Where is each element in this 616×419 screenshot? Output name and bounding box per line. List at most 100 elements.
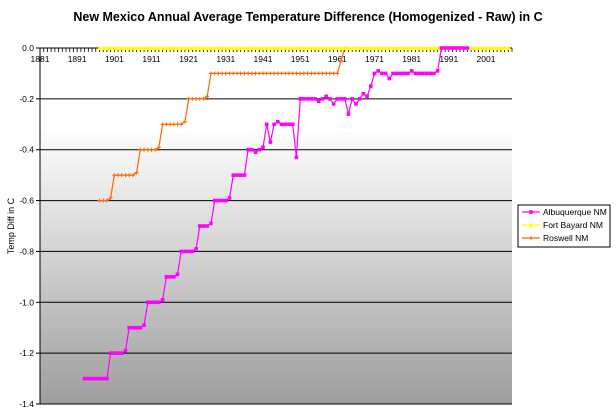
data-point-fort-bayard-nm <box>368 45 374 50</box>
data-point-fort-bayard-nm <box>152 45 158 50</box>
data-point-albuquerque-nm <box>350 97 354 101</box>
data-point-albuquerque-nm <box>279 122 284 127</box>
data-point-fort-bayard-nm <box>123 45 128 50</box>
data-point-albuquerque-nm <box>435 69 440 73</box>
data-point-fort-bayard-nm <box>156 45 162 50</box>
data-point-roswell-nm <box>175 122 180 127</box>
data-point-roswell-nm <box>301 71 306 76</box>
y-tick-label: -1.2 <box>19 348 34 358</box>
data-point-fort-bayard-nm <box>145 45 151 50</box>
data-point-fort-bayard-nm <box>502 45 507 50</box>
data-point-fort-bayard-nm <box>312 45 318 50</box>
data-point-fort-bayard-nm <box>349 45 355 50</box>
data-point-albuquerque-nm <box>227 196 232 200</box>
data-point-albuquerque-nm <box>112 351 117 355</box>
data-point-fort-bayard-nm <box>130 45 136 50</box>
data-point-albuquerque-nm <box>328 97 332 101</box>
data-point-albuquerque-nm <box>331 102 336 106</box>
data-point-albuquerque-nm <box>175 272 180 277</box>
data-point-albuquerque-nm <box>458 46 462 50</box>
y-tick-label: -0.2 <box>19 94 34 104</box>
x-tick-label: 1961 <box>328 54 347 64</box>
data-point-fort-bayard-nm <box>111 45 117 50</box>
data-point-albuquerque-nm <box>224 198 228 203</box>
data-point-roswell-nm <box>227 71 232 76</box>
data-point-fort-bayard-nm <box>115 45 121 50</box>
data-point-fort-bayard-nm <box>305 45 310 50</box>
data-point-albuquerque-nm <box>354 102 358 106</box>
data-point-fort-bayard-nm <box>357 45 363 50</box>
data-point-albuquerque-nm <box>242 173 247 177</box>
data-point-albuquerque-nm <box>231 173 236 177</box>
data-point-fort-bayard-nm <box>268 45 273 50</box>
data-point-roswell-nm <box>116 173 121 178</box>
data-point-albuquerque-nm <box>450 46 455 50</box>
data-point-fort-bayard-nm <box>171 45 177 50</box>
data-point-fort-bayard-nm <box>290 45 296 50</box>
data-point-roswell-nm <box>153 147 158 152</box>
data-point-fort-bayard-nm <box>193 45 199 50</box>
data-point-roswell-nm <box>238 71 243 76</box>
data-point-albuquerque-nm <box>342 97 347 101</box>
x-tick-label: 1941 <box>254 54 273 64</box>
data-point-albuquerque-nm <box>424 71 429 76</box>
x-tick-label: 1971 <box>365 54 384 64</box>
plot-area <box>40 48 512 404</box>
data-point-roswell-nm <box>97 198 102 203</box>
series-layer <box>82 45 511 381</box>
data-point-fort-bayard-nm <box>364 45 370 50</box>
data-point-roswell-nm <box>287 71 292 76</box>
data-point-roswell-nm <box>104 198 109 203</box>
data-point-albuquerque-nm <box>409 69 414 73</box>
data-point-fort-bayard-nm <box>286 45 292 50</box>
data-point-fort-bayard-nm <box>505 45 511 50</box>
data-point-fort-bayard-nm <box>160 45 166 50</box>
data-point-albuquerque-nm <box>101 376 105 381</box>
data-point-albuquerque-nm <box>116 351 120 355</box>
data-point-fort-bayard-nm <box>297 45 303 50</box>
data-point-albuquerque-nm <box>324 94 328 99</box>
data-point-roswell-nm <box>101 198 106 203</box>
data-point-roswell-nm <box>242 71 247 76</box>
data-point-roswell-nm <box>231 71 236 76</box>
legend-label-roswell-nm: Roswell NM <box>543 233 588 243</box>
data-point-roswell-nm <box>179 122 184 127</box>
legend-marker-roswell-nm <box>529 236 533 240</box>
data-point-albuquerque-nm <box>261 145 265 149</box>
data-point-albuquerque-nm <box>153 300 158 305</box>
data-point-fort-bayard-nm <box>275 45 281 50</box>
data-point-fort-bayard-nm <box>346 45 351 50</box>
data-point-fort-bayard-nm <box>279 45 284 50</box>
data-point-roswell-nm <box>208 71 213 76</box>
data-point-fort-bayard-nm <box>308 45 314 50</box>
data-point-albuquerque-nm <box>142 323 146 327</box>
data-point-roswell-nm <box>249 71 254 76</box>
legend-item-roswell-nm: Roswell NM <box>522 233 588 243</box>
data-point-fort-bayard-nm <box>498 45 504 50</box>
data-point-albuquerque-nm <box>380 71 384 76</box>
data-point-fort-bayard-nm <box>338 45 344 50</box>
data-point-albuquerque-nm <box>276 119 280 124</box>
data-point-albuquerque-nm <box>313 97 317 101</box>
data-point-fort-bayard-nm <box>201 45 206 50</box>
data-point-albuquerque-nm <box>238 173 243 177</box>
data-point-roswell-nm <box>320 71 325 76</box>
data-point-roswell-nm <box>316 71 321 76</box>
data-point-fort-bayard-nm <box>137 45 143 50</box>
data-point-fort-bayard-nm <box>390 45 396 50</box>
data-point-roswell-nm <box>275 71 280 76</box>
data-point-roswell-nm <box>197 96 202 101</box>
series-albuquerque-nm <box>82 46 470 381</box>
data-point-fort-bayard-nm <box>342 45 348 50</box>
data-point-roswell-nm <box>246 71 251 76</box>
data-point-fort-bayard-nm <box>163 45 169 50</box>
data-point-fort-bayard-nm <box>483 45 489 50</box>
data-point-albuquerque-nm <box>287 122 291 127</box>
data-point-albuquerque-nm <box>309 97 314 101</box>
data-point-albuquerque-nm <box>168 275 172 279</box>
data-point-albuquerque-nm <box>406 71 410 76</box>
data-point-fort-bayard-nm <box>294 45 299 50</box>
data-point-albuquerque-nm <box>257 147 262 152</box>
data-point-albuquerque-nm <box>268 140 273 144</box>
data-point-roswell-nm <box>168 122 173 127</box>
